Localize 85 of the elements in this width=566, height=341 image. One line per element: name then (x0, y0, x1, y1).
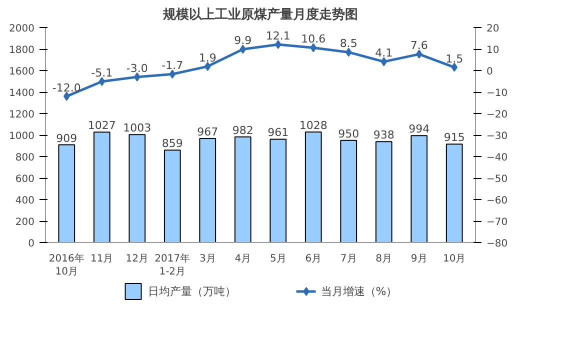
y-tick-label: 1800 (9, 45, 35, 56)
x-tick-label: 12月 (126, 254, 149, 264)
data-label: -1.7 (162, 59, 184, 72)
y-tick-label: 2000 (9, 24, 35, 34)
y-tick-label: 600 (15, 174, 35, 185)
y-tick-label: 800 (15, 152, 35, 164)
bar (199, 138, 216, 242)
point (274, 40, 282, 49)
bar (58, 144, 76, 242)
bar (93, 132, 110, 242)
data-label: 994 (408, 122, 430, 136)
data-label: 1028 (299, 118, 328, 132)
y2-tick-label: −80 (486, 238, 508, 250)
bar (270, 138, 287, 242)
data-label: 1027 (88, 119, 116, 132)
bar (410, 135, 428, 242)
point (240, 44, 246, 54)
data-label: 1.9 (198, 51, 216, 64)
data-label: -12.0 (52, 81, 81, 94)
data-label: 915 (444, 131, 465, 144)
point (451, 62, 458, 72)
legend-label: 日均产量（万吨） (148, 284, 236, 298)
x-tick-label: 3月 (199, 254, 216, 264)
bar (128, 134, 146, 242)
point (63, 92, 70, 101)
y2-tick-label: −30 (486, 131, 508, 142)
data-label: 9.9 (234, 34, 252, 48)
x-tick-label: 11月 (90, 254, 114, 264)
point (416, 50, 422, 59)
x-tick-label: 10月 (442, 254, 466, 264)
data-label: -3.0 (126, 62, 148, 75)
x-tick-label: 2017年 1-2月 (154, 252, 190, 278)
y2-tick-label: −40 (486, 152, 508, 164)
y-tick-label: 400 (15, 196, 35, 206)
data-label: 967 (197, 126, 218, 139)
x-tick-label: 5月 (270, 254, 286, 264)
y-tick-label: 0 (28, 238, 35, 250)
x-tick-label: 6月 (305, 254, 322, 264)
point (169, 70, 176, 79)
data-label: 4.1 (375, 46, 393, 60)
y2-tick-label: 0 (486, 66, 493, 78)
x-tick-label: 8月 (376, 254, 392, 264)
point (310, 43, 317, 52)
data-label: 982 (232, 124, 254, 137)
point (345, 48, 352, 57)
y2-tick-label: 10 (486, 45, 500, 56)
data-label: 909 (56, 132, 78, 145)
bar (304, 131, 322, 242)
bar (375, 141, 392, 242)
y2-tick-label: −10 (486, 88, 508, 99)
data-label: 7.6 (410, 39, 428, 52)
data-label: 10.6 (301, 32, 326, 46)
point (380, 57, 388, 66)
y-tick-label: 1200 (9, 110, 35, 120)
y2-tick-label: −20 (486, 110, 508, 120)
data-label: 961 (268, 126, 289, 140)
data-label: -5.1 (91, 66, 113, 80)
data-label: 12.1 (266, 29, 290, 42)
data-label: 1003 (123, 122, 152, 135)
point (98, 76, 106, 86)
y-tick-label: 1400 (9, 88, 35, 99)
y2-tick-label: −70 (486, 217, 508, 228)
bar (446, 144, 463, 242)
x-tick-label: 9月 (410, 254, 428, 264)
data-label: 1.5 (446, 52, 464, 66)
bar (340, 140, 358, 242)
y-tick-label: 1600 (9, 66, 35, 78)
point (134, 72, 140, 82)
bar (164, 150, 181, 242)
data-label: 938 (373, 128, 394, 142)
data-label: 950 (338, 127, 360, 140)
data-label: 8.5 (340, 37, 358, 50)
point (204, 62, 211, 71)
y2-tick-label: 20 (486, 24, 500, 34)
legend-label: 当月增速（%） (320, 284, 398, 298)
y2-tick-label: −50 (486, 174, 508, 185)
x-tick-label: 2016年 10月 (48, 252, 84, 278)
bar (234, 136, 252, 242)
y2-tick-label: −60 (486, 196, 508, 206)
x-tick-label: 7月 (340, 254, 357, 264)
x-tick-label: 4月 (234, 254, 252, 264)
y-tick-label: 1000 (9, 131, 35, 142)
chart-title: 规模以上工业原煤产量月度走势图 (162, 6, 358, 22)
y-tick-label: 200 (15, 217, 35, 228)
data-label: 859 (162, 137, 183, 150)
